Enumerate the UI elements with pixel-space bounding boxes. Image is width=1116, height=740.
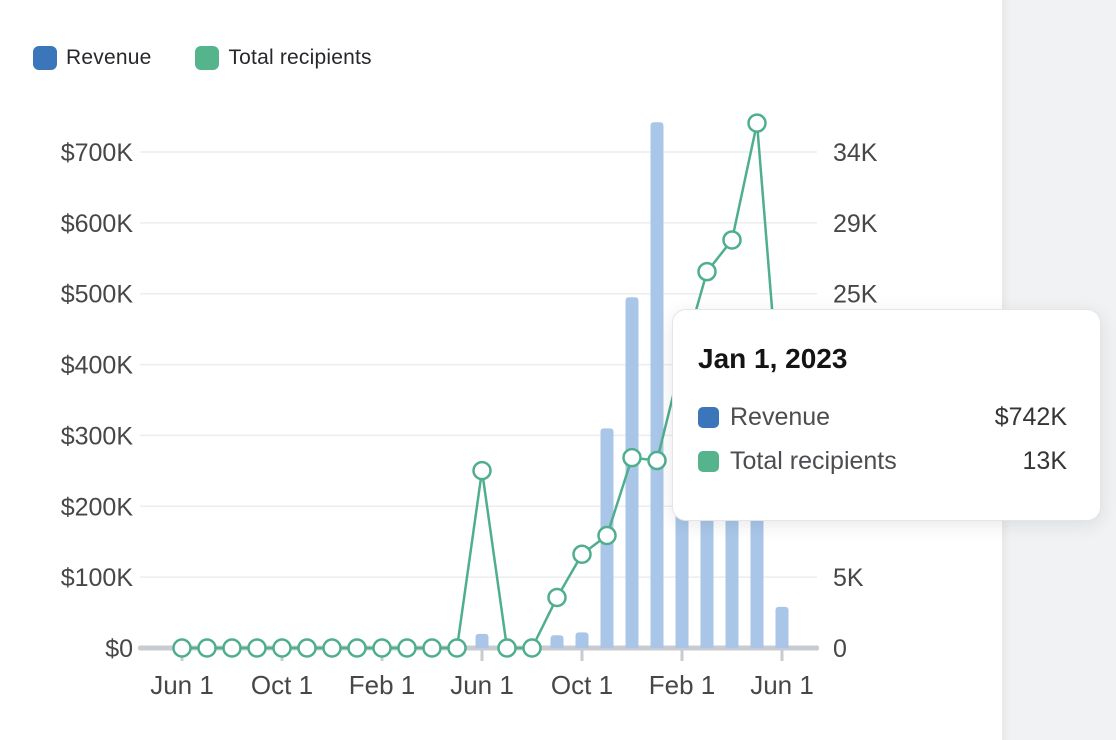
legend-item-revenue[interactable]: Revenue bbox=[33, 46, 151, 70]
svg-text:0: 0 bbox=[833, 635, 847, 663]
svg-text:Feb 1: Feb 1 bbox=[649, 670, 716, 700]
tooltip-date: Jan 1, 2023 bbox=[698, 343, 848, 374]
tooltip-recipients-value: 13K bbox=[1022, 447, 1067, 475]
tooltip-row-revenue: Revenue $742K bbox=[698, 403, 1067, 432]
svg-text:34K: 34K bbox=[833, 139, 878, 167]
svg-text:$500K: $500K bbox=[61, 281, 134, 309]
svg-text:$100K: $100K bbox=[61, 564, 134, 592]
tooltip-recipients-label: Total recipients bbox=[730, 447, 897, 475]
svg-text:$200K: $200K bbox=[61, 493, 134, 521]
revenue-swatch-icon bbox=[33, 46, 57, 70]
svg-text:25K: 25K bbox=[833, 281, 878, 309]
svg-text:Oct 1: Oct 1 bbox=[251, 670, 313, 700]
svg-text:$0: $0 bbox=[105, 635, 133, 663]
revenue-swatch-icon bbox=[698, 407, 719, 428]
svg-text:29K: 29K bbox=[833, 210, 878, 238]
svg-text:Jun 1: Jun 1 bbox=[750, 670, 814, 700]
legend-item-total-recipients[interactable]: Total recipients bbox=[195, 46, 372, 70]
svg-text:$300K: $300K bbox=[61, 422, 134, 450]
svg-text:Oct 1: Oct 1 bbox=[551, 670, 613, 700]
tooltip-row-total-recipients: Total recipients 13K bbox=[698, 447, 1067, 476]
svg-text:Feb 1: Feb 1 bbox=[349, 670, 416, 700]
svg-text:$400K: $400K bbox=[61, 352, 134, 380]
svg-text:Jun 1: Jun 1 bbox=[150, 670, 214, 700]
svg-text:Jun 1: Jun 1 bbox=[450, 670, 514, 700]
svg-text:$700K: $700K bbox=[61, 139, 134, 167]
recipients-swatch-icon bbox=[698, 451, 719, 472]
recipients-swatch-icon bbox=[195, 46, 220, 70]
legend-label-total-recipients: Total recipients bbox=[228, 46, 372, 69]
svg-text:5K: 5K bbox=[833, 564, 864, 592]
legend-label-revenue: Revenue bbox=[66, 46, 152, 69]
chart-tooltip: Jan 1, 2023 Revenue $742K Total recipien… bbox=[672, 309, 1101, 521]
tooltip-revenue-value: $742K bbox=[994, 403, 1067, 431]
tooltip-revenue-label: Revenue bbox=[730, 403, 831, 431]
svg-text:$600K: $600K bbox=[61, 210, 134, 238]
chart-legend: Revenue Total recipients bbox=[33, 46, 416, 70]
